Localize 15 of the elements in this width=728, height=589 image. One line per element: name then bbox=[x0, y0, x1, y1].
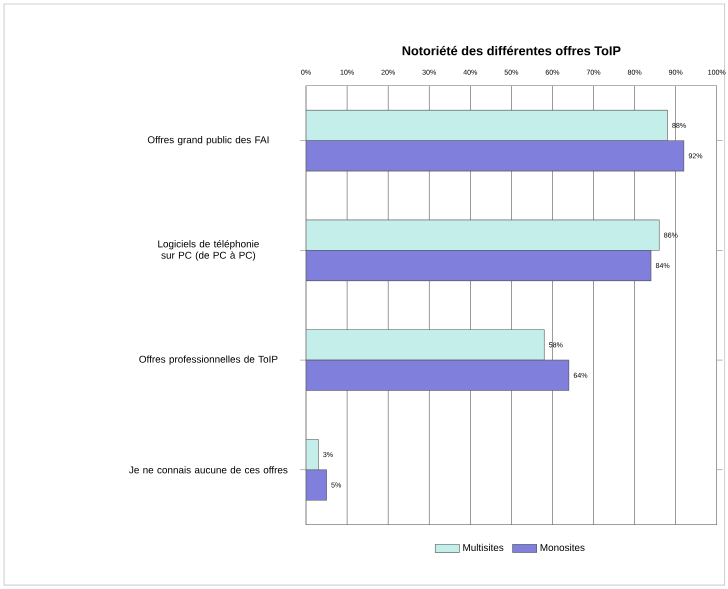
bar bbox=[306, 439, 319, 470]
legend-label: Multisites bbox=[463, 544, 504, 552]
y-tick-label: Offres professionnelles de ToIP bbox=[139, 355, 278, 365]
bar bbox=[306, 329, 545, 360]
y-tick-label: Logiciels de téléphonie sur PC (de PC à PC) bbox=[158, 240, 259, 261]
bar bbox=[306, 250, 652, 282]
chart-title: Notoriété des différentes offres ToIP bbox=[402, 46, 621, 56]
bar bbox=[306, 220, 660, 251]
bar bbox=[306, 360, 570, 391]
legend-label: Monosites bbox=[540, 544, 585, 552]
bar bbox=[306, 140, 684, 172]
bar bbox=[306, 469, 327, 500]
y-tick-label: Offres grand public des FAI bbox=[148, 136, 269, 146]
bar bbox=[306, 110, 668, 141]
y-tick-label: Je ne connais aucune de ces offres bbox=[129, 466, 288, 474]
